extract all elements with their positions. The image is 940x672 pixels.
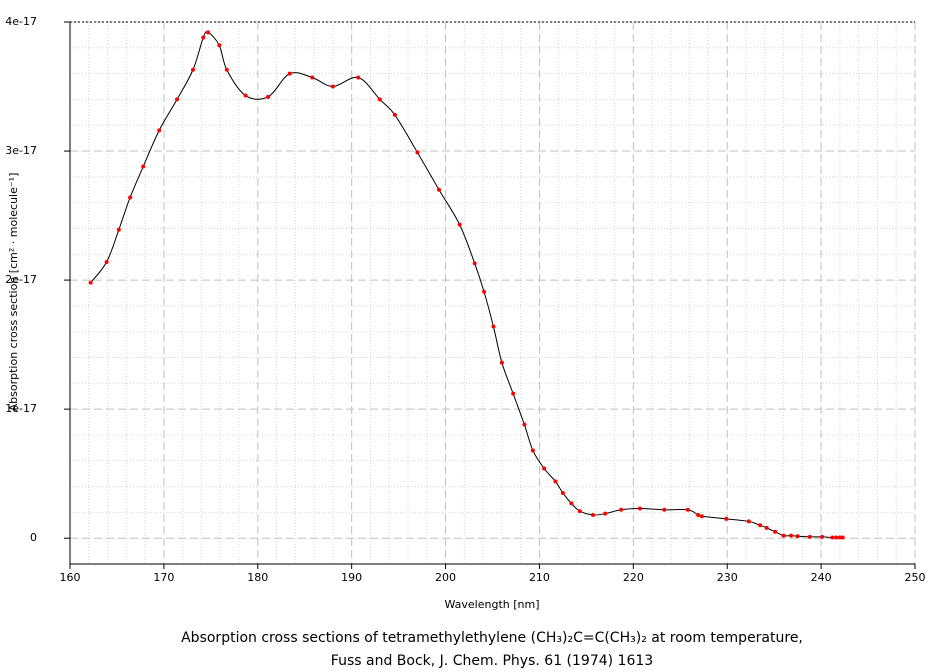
y-tick-label: 4e-17	[5, 15, 37, 28]
x-tick-label: 250	[905, 571, 926, 584]
caption: Fuss and Bock, J. Chem. Phys. 61 (1974) …	[331, 653, 653, 669]
caption: Absorption cross sections of tetramethyl…	[181, 630, 803, 646]
data-point	[128, 195, 133, 200]
data-point	[190, 67, 195, 72]
data-point	[224, 67, 229, 72]
x-axis-label: Wavelength [nm]	[444, 598, 539, 611]
data-point	[590, 512, 595, 517]
data-point	[795, 534, 800, 539]
data-point	[415, 150, 420, 155]
x-tick-label: 220	[623, 571, 644, 584]
data-point	[457, 222, 462, 227]
data-point	[834, 535, 839, 540]
y-tick-label: 1e-17	[5, 402, 37, 415]
data-point	[807, 534, 812, 539]
data-point	[175, 97, 180, 102]
data-point	[436, 187, 441, 192]
data-point	[685, 507, 690, 512]
data-point	[820, 534, 825, 539]
x-tick-label: 240	[811, 571, 832, 584]
x-tick-label: 190	[341, 571, 362, 584]
data-point	[104, 260, 109, 265]
data-point	[637, 506, 642, 511]
data-point	[773, 529, 778, 534]
data-point	[696, 512, 701, 517]
data-point	[662, 507, 667, 512]
data-point	[157, 128, 162, 133]
y-tick-label: 3e-17	[5, 144, 37, 157]
data-point	[560, 491, 565, 496]
data-point	[482, 289, 487, 294]
y-tick-label: 0	[30, 531, 37, 544]
data-point	[330, 84, 335, 89]
data-point	[530, 448, 535, 453]
y-axis-label: Absorption cross section [cm² · molecule…	[7, 173, 20, 412]
data-point	[201, 35, 206, 40]
data-point	[724, 516, 729, 521]
x-tick-label: 180	[247, 571, 268, 584]
data-point	[310, 75, 315, 80]
data-point	[287, 71, 292, 76]
data-point	[266, 94, 271, 99]
data-point	[577, 509, 582, 514]
data-point	[141, 164, 146, 169]
data-point	[392, 112, 397, 117]
x-tick-label: 230	[717, 571, 738, 584]
data-point	[511, 391, 516, 396]
data-point	[491, 324, 496, 329]
data-point	[764, 525, 769, 530]
x-tick-label: 160	[60, 571, 81, 584]
x-tick-label: 170	[153, 571, 174, 584]
data-point	[840, 535, 845, 540]
data-point	[499, 360, 504, 365]
data-point	[542, 466, 547, 471]
data-point	[356, 75, 361, 80]
x-tick-label: 210	[529, 571, 550, 584]
data-point	[781, 533, 786, 538]
data-point	[116, 227, 121, 232]
data-point	[88, 280, 93, 285]
data-point	[522, 422, 527, 427]
data-line	[90, 31, 843, 539]
data-point	[217, 43, 222, 48]
data-point	[758, 523, 763, 528]
data-point	[837, 535, 842, 540]
y-tick-label: 2e-17	[5, 273, 37, 286]
data-point	[569, 501, 574, 506]
data-point	[603, 511, 608, 516]
data-point	[206, 30, 211, 35]
x-tick-label: 200	[435, 571, 456, 584]
data-point	[619, 507, 624, 512]
data-point	[746, 519, 751, 524]
data-point	[377, 97, 382, 102]
data-point	[472, 261, 477, 266]
data-point	[789, 533, 794, 538]
data-point	[699, 514, 704, 519]
data-point	[243, 93, 248, 98]
data-point	[830, 535, 835, 540]
data-point	[553, 479, 558, 484]
